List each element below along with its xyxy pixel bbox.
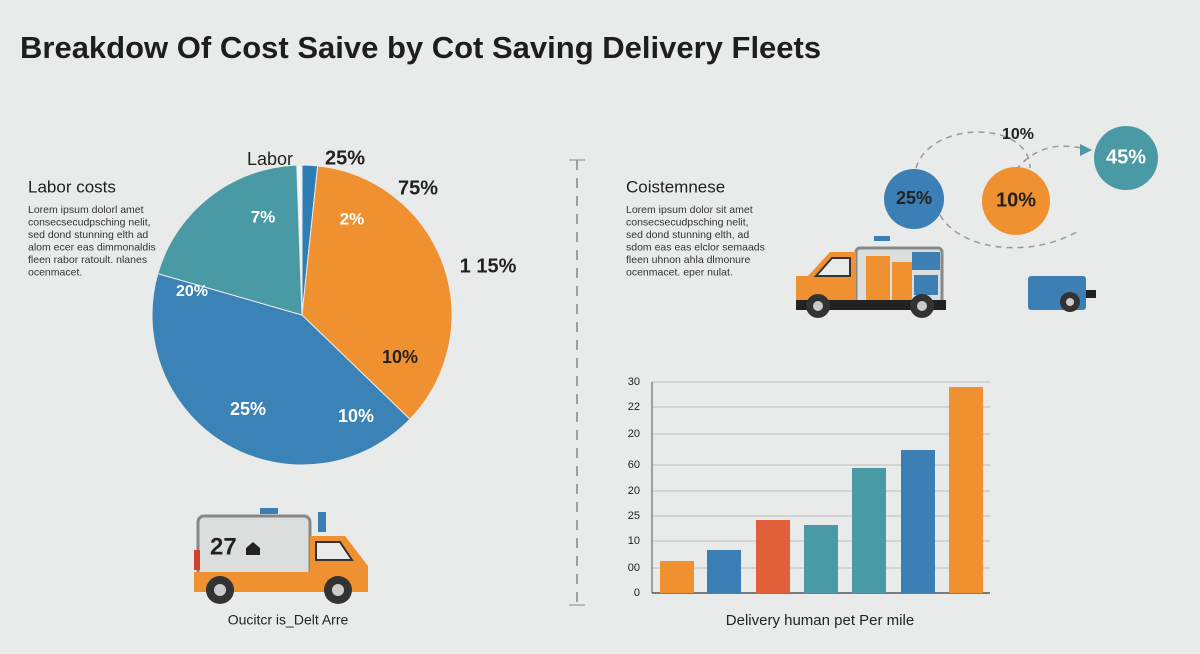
y-tick-label: 10 [628, 535, 640, 547]
y-tick-label: 60 [628, 459, 640, 471]
truck-right [796, 236, 1096, 318]
bar [756, 520, 790, 593]
body-line: ocenmacet. [28, 266, 82, 278]
y-tick-label: 0 [634, 587, 640, 599]
bubble [1094, 126, 1158, 190]
y-tick-label: 20 [628, 485, 640, 497]
bar [949, 387, 983, 593]
pie-slice [157, 164, 303, 316]
bar [804, 525, 838, 593]
bar [852, 468, 886, 593]
pie-label: 20% [176, 283, 208, 300]
y-tick-label: 30 [628, 376, 640, 388]
right-heading: Coistemnese [626, 177, 725, 196]
y-tick-label: 25 [628, 510, 640, 522]
x-axis-label: Delivery human pet Per mile [726, 612, 914, 629]
body-line: consecsecudpsching nelit, [626, 216, 749, 228]
bar [901, 450, 935, 593]
body-line: Lorem ipsum dolorl amet [28, 204, 144, 216]
pie-label: Labor [247, 149, 293, 169]
y-tick-label: 20 [628, 428, 640, 440]
title: Breakdow Of Cost Saive by Cot Saving Del… [20, 30, 821, 65]
pie [151, 164, 453, 466]
pie-label: 2% [340, 209, 365, 228]
arrow-head [1080, 144, 1092, 156]
truck-caption: Oucitcr is_Delt Arre [228, 612, 349, 628]
bubble-links [915, 131, 1091, 249]
y-tick-label: 00 [628, 562, 640, 574]
bubble [982, 167, 1050, 235]
truck-badge: 27 [210, 533, 237, 560]
bubble-label: 10% [996, 189, 1036, 211]
pie-label: 10% [338, 406, 374, 426]
truck-left [194, 508, 368, 604]
body-line: fleen rabor ratoult. nlanes [28, 254, 147, 266]
bar [707, 550, 741, 593]
pie-label: 7% [251, 207, 276, 226]
body-line: alom ecer eas dimmonaldis [28, 241, 156, 253]
body-line: consecsecudpsching nelit, [28, 216, 151, 228]
left-heading: Labor costs [28, 177, 116, 196]
pie-label: 1 15% [460, 255, 517, 277]
bubble [884, 169, 944, 229]
pie-slice [151, 273, 411, 466]
body-line: sed dond stunning elth ad [28, 229, 148, 241]
pie-label: 10% [382, 347, 418, 367]
body-line: sed dond stunning elth, ad [626, 229, 749, 241]
pie-label: 25% [325, 147, 365, 169]
y-tick-label: 22 [628, 401, 640, 413]
body-line: fleen uhnon ahla dlmonure [626, 254, 751, 266]
bubble-label: 10% [1002, 126, 1034, 143]
bubble-label: 45% [1106, 146, 1146, 168]
bubble-label: 25% [896, 188, 932, 208]
body-line: Lorem ipsum dolor sit amet [626, 204, 753, 216]
body-line: sdom eas eas elclor semaads [626, 241, 765, 253]
bar [660, 561, 694, 593]
body-line: ocenmacet. eper nulat. [626, 266, 733, 278]
pie-slice [301, 165, 453, 420]
pie-label: 75% [398, 177, 438, 199]
pie-label: 25% [230, 399, 266, 419]
